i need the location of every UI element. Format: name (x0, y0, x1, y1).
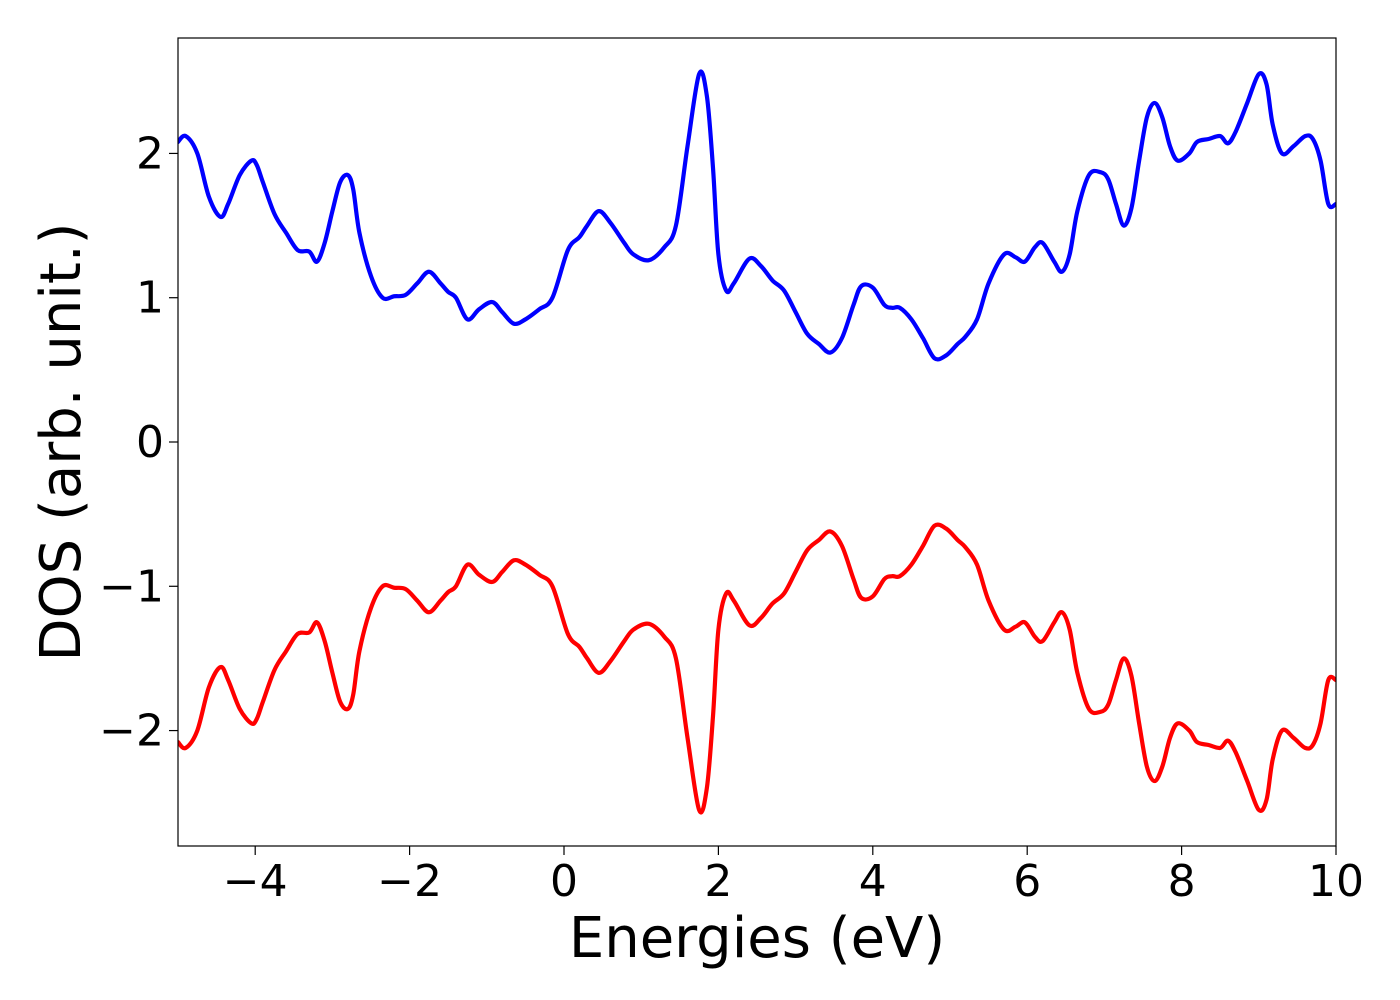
x-tick-label: 10 (1308, 856, 1364, 907)
x-tick-label: −4 (223, 856, 288, 907)
x-axis-label: Energies (eV) (569, 906, 945, 971)
dos-series-line-2 (178, 522, 1336, 815)
x-axis-ticks: −4 −2 0 2 4 6 8 10 (223, 846, 1364, 907)
x-tick-label: 0 (550, 856, 578, 907)
x-tick-label: −2 (377, 856, 442, 907)
y-axis-label: DOS (arb. unit.) (29, 222, 94, 661)
x-tick-label: 4 (859, 856, 887, 907)
y-tick-label: −2 (99, 706, 164, 757)
y-tick-label: 2 (136, 128, 164, 179)
y-tick-label: 1 (136, 273, 164, 324)
dos-series-line-1 (178, 69, 1336, 362)
series-layer (178, 69, 1336, 815)
y-tick-label: 0 (136, 417, 164, 468)
x-tick-label: 6 (1013, 856, 1041, 907)
y-tick-label: −1 (99, 561, 164, 612)
x-tick-label: 2 (704, 856, 732, 907)
plot-background (178, 38, 1336, 846)
y-axis-ticks: −2 −1 0 1 2 (99, 128, 178, 757)
x-tick-label: 8 (1168, 856, 1196, 907)
